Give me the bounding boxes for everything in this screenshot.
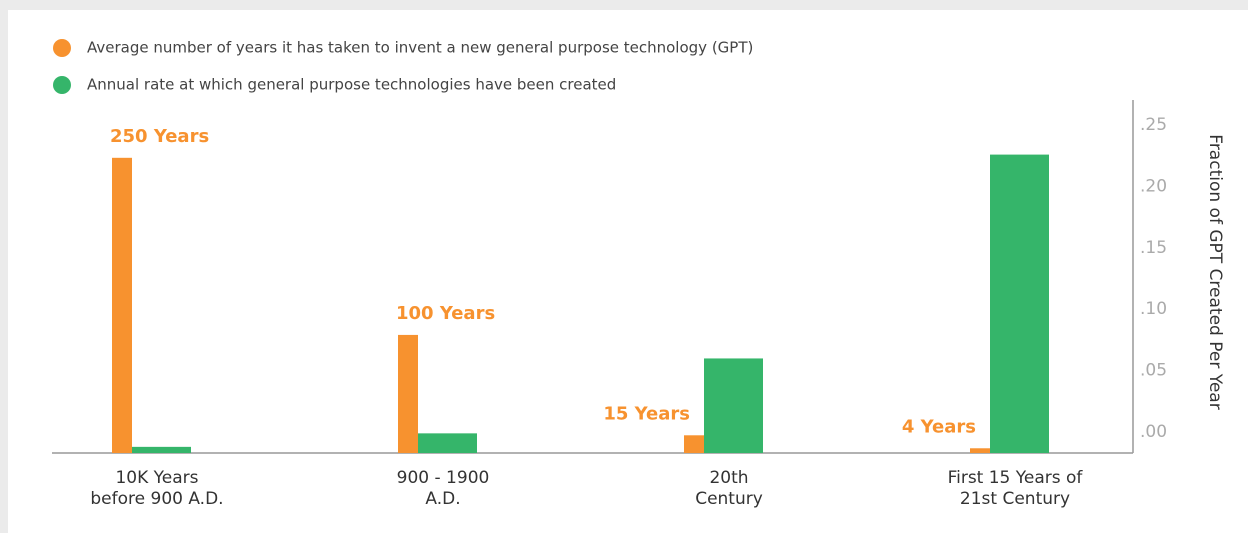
- y2-tick-label: .15: [1140, 238, 1167, 258]
- y2-tick-label: .10: [1140, 299, 1167, 319]
- bar: [704, 358, 763, 453]
- bar: [684, 435, 704, 453]
- data-label: 100 Years: [396, 303, 495, 324]
- legend-marker: [53, 76, 71, 94]
- y2-tick-label: .20: [1140, 176, 1167, 196]
- data-label: 15 Years: [603, 403, 690, 424]
- bar: [418, 433, 477, 453]
- y2-axis-title: Fraction of GPT Created Per Year: [1205, 134, 1225, 409]
- data-label: 250 Years: [110, 126, 209, 147]
- bar: [990, 154, 1049, 453]
- data-label: 4 Years: [902, 416, 976, 437]
- legend-marker: [53, 39, 71, 57]
- bar: [398, 334, 418, 453]
- bar: [112, 157, 132, 454]
- legend-label: Average number of years it has taken to …: [87, 39, 753, 57]
- bar: [132, 446, 191, 453]
- bar: [970, 448, 990, 453]
- y2-tick-label: .25: [1140, 115, 1167, 135]
- x-tick-label: 10K Years before 900 A.D.: [90, 468, 224, 509]
- x-tick-label: 900 - 1900 A.D.: [396, 468, 490, 509]
- legend-label: Annual rate at which general purpose tec…: [87, 76, 616, 94]
- x-tick-label: 20th Century: [695, 468, 763, 509]
- x-tick-label: First 15 Years of 21st Century: [947, 468, 1083, 509]
- y2-tick-label: .05: [1140, 361, 1167, 381]
- y2-tick-label: .00: [1140, 422, 1167, 442]
